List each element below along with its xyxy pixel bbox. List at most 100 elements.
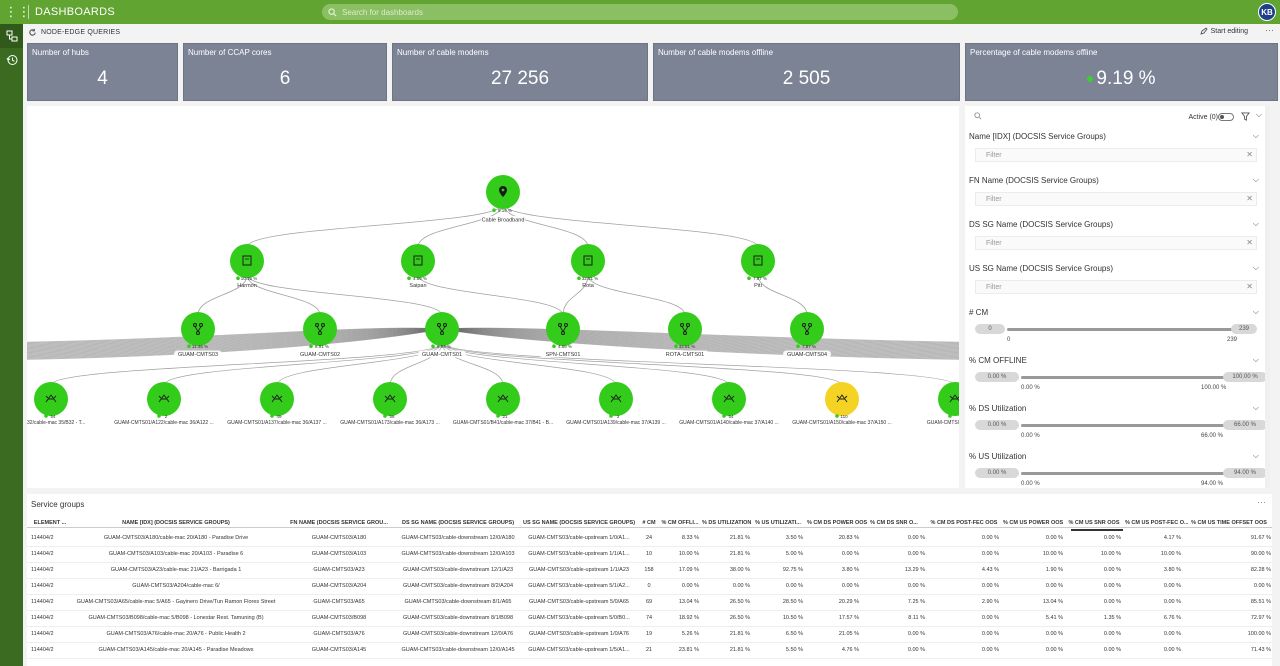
chevron-down-icon[interactable]: ⌵	[1252, 307, 1259, 316]
start-editing-button[interactable]: Start editing	[1200, 27, 1248, 35]
column-header[interactable]: % CM US POST-FEC O...	[1125, 520, 1189, 526]
page-title: NODE-EDGE QUERIES	[41, 29, 121, 36]
filter-icon[interactable]	[1241, 112, 1250, 121]
range-max-input[interactable]: 100.00 %	[1223, 372, 1267, 382]
edge	[246, 203, 504, 248]
search-bar[interactable]	[322, 4, 958, 20]
range-slider[interactable]	[1021, 472, 1225, 475]
column-header[interactable]: % CM US POWER OOS	[1003, 520, 1064, 526]
app-grid-icon[interactable]: ⋮⋮⋮	[0, 4, 31, 19]
graph-canvas[interactable]: 9.19 % Cable Broadband 10.15 % Harmon 4.56 %…	[27, 106, 959, 488]
refresh-icon[interactable]	[28, 28, 37, 37]
edge	[441, 342, 504, 386]
table-cell: 1.35 %	[1103, 615, 1121, 621]
filter-input[interactable]: Filter ✕	[975, 280, 1257, 294]
table-cell: 0.00 %	[1163, 631, 1181, 637]
clear-icon[interactable]: ✕	[1246, 282, 1253, 291]
table-row[interactable]: 114404/2 GUAM-CMTS03/A204/cable-mac 6/GUA…	[27, 579, 1272, 595]
table-cell: 3.50 %	[785, 535, 803, 541]
column-header[interactable]: % US UTILIZATI...	[755, 520, 801, 526]
range-max-input[interactable]: 66.00 %	[1223, 420, 1267, 430]
clear-icon[interactable]: ✕	[1246, 150, 1253, 159]
service-groups-table: Service groups ··· ELEMENT ... NAME [IDX]…	[27, 494, 1272, 666]
range-slider[interactable]	[1021, 424, 1225, 427]
edge	[417, 203, 504, 248]
filter-input[interactable]: Filter ✕	[975, 192, 1257, 206]
column-header[interactable]: DS SG NAME (DOCSIS SERVICE GROUPS)	[401, 520, 515, 526]
column-header[interactable]: % CM DS POST-FEC OOS	[930, 520, 998, 526]
chevron-down-icon[interactable]: ⌵	[1255, 110, 1262, 119]
clear-icon[interactable]: ✕	[1246, 194, 1253, 203]
chevron-down-icon[interactable]: ⌵	[1252, 131, 1259, 140]
chevron-down-icon[interactable]: ⌵	[1252, 175, 1259, 184]
column-header[interactable]: % CM US SNR OOS	[1068, 520, 1120, 526]
search-input[interactable]	[342, 7, 902, 17]
table-row[interactable]: 114404/2 GUAM-CMTS03/A23/cable-mac 21/A23…	[27, 563, 1272, 579]
column-header[interactable]: % CM OFFLI...	[661, 520, 699, 526]
app-title[interactable]: DASHBOARDS	[35, 6, 116, 18]
table-cell: 0.00 %	[1253, 583, 1271, 589]
active-toggle[interactable]	[1218, 113, 1234, 121]
range-min-input[interactable]: 0.00 %	[975, 420, 1019, 430]
kpi-hubs[interactable]: Number of hubs 4	[27, 43, 178, 101]
chevron-down-icon[interactable]: ⌵	[1252, 219, 1259, 228]
column-header[interactable]: NAME [IDX] (DOCSIS SERVICE GROUPS)	[122, 520, 230, 526]
user-avatar[interactable]: KB	[1258, 3, 1276, 21]
table-row[interactable]: 114404/2 GUAM-CMTS03/A145/cable-mac 20/A1…	[27, 643, 1272, 659]
kpi-percent-offline[interactable]: Percentage of cable modems offline 9.19 …	[965, 43, 1278, 101]
kpi-cable-modems[interactable]: Number of cable modems 27 256	[392, 43, 648, 101]
status-dot	[309, 344, 313, 348]
kpi-ccap-cores[interactable]: Number of CCAP cores 6	[183, 43, 387, 101]
column-header[interactable]: US SG NAME (DOCSIS SERVICE GROUPS)	[523, 520, 636, 526]
kpi-value: 4	[97, 68, 108, 89]
table-cell: 114404/2	[31, 535, 54, 541]
table-row[interactable]: 114404/2 GUAM-CMTS03/B098/cable-mac 5/B09…	[27, 611, 1272, 627]
table-cell: 92.75 %	[782, 567, 803, 573]
column-header[interactable]: # CM	[642, 520, 656, 526]
filter-scrollbar[interactable]	[1265, 106, 1270, 488]
status-dot	[674, 344, 678, 348]
range-min-input[interactable]: 0.00 %	[975, 468, 1019, 478]
table-cell: GUAM-CMTS03/cable-upstream 1/0/A1...	[528, 535, 630, 541]
chevron-down-icon[interactable]: ⌵	[1252, 355, 1259, 364]
table-row[interactable]: 114404/2 GUAM-CMTS03/A76/cable-mac 20/A76…	[27, 627, 1272, 643]
table-cell: 21.81 %	[729, 631, 750, 637]
column-header[interactable]: % DS UTILIZATION	[702, 520, 752, 526]
filter-input[interactable]: Filter ✕	[975, 148, 1257, 162]
table-cell: 114404/2	[31, 583, 54, 589]
search-icon[interactable]	[974, 112, 982, 120]
filter-input[interactable]: Filter ✕	[975, 236, 1257, 250]
range-slider[interactable]	[1021, 376, 1225, 379]
table-row[interactable]: 114404/2 GUAM-CMTS03/A103/cable-mac 20/A1…	[27, 547, 1272, 563]
range-max-input[interactable]: 239	[1231, 324, 1257, 334]
table-cell: 0.00 %	[1163, 583, 1181, 589]
edge	[246, 274, 321, 316]
chevron-down-icon[interactable]: ⌵	[1252, 403, 1259, 412]
range-min-input[interactable]: 0	[975, 324, 1005, 334]
clear-icon[interactable]: ✕	[1246, 238, 1253, 247]
column-header[interactable]: ELEMENT ...	[33, 520, 67, 526]
table-row[interactable]: 114404/2 GUAM-CMTS03/A65/cable-mac 5/A65 …	[27, 595, 1272, 611]
table-cell: 0.00 %	[981, 535, 999, 541]
column-header[interactable]: % CM DS POWER OOS	[807, 520, 868, 526]
chevron-down-icon[interactable]: ⌵	[1252, 451, 1259, 460]
node-edge-graph[interactable]: 9.19 % Cable Broadband 10.15 % Harmon 4.56 %…	[27, 106, 959, 488]
table-cell: 5.26 %	[681, 631, 699, 637]
range-min-input[interactable]: 0.00 %	[975, 372, 1019, 382]
more-options-icon[interactable]: ···	[1257, 497, 1266, 507]
table-cell: GUAM-CMTS03/A76/cable-mac 20/A76 - Publi…	[106, 631, 246, 637]
kpi-label: Percentage of cable modems offline	[970, 48, 1098, 57]
chevron-down-icon[interactable]: ⌵	[1252, 263, 1259, 272]
node-stat: 11.46 %	[192, 344, 208, 349]
column-header[interactable]: FN NAME (DOCSIS SERVICE GROU...	[290, 520, 388, 526]
range-slider[interactable]	[1007, 328, 1239, 331]
kpi-modems-offline[interactable]: Number of cable modems offline 2 505	[653, 43, 960, 101]
table-row[interactable]: 114404/2 GUAM-CMTS03/A180/cable-mac 20/A1…	[27, 531, 1272, 547]
nav-dashboards[interactable]	[0, 24, 23, 48]
table-cell: 20.29 %	[838, 599, 859, 605]
nav-history[interactable]	[0, 48, 23, 72]
column-header[interactable]: % CM US TIME OFFSET OOS	[1191, 520, 1267, 526]
column-header[interactable]: % CM DS SNR O...	[870, 520, 918, 526]
more-options-icon[interactable]: ···	[1265, 25, 1274, 35]
range-max-input[interactable]: 94.00 %	[1223, 468, 1267, 478]
